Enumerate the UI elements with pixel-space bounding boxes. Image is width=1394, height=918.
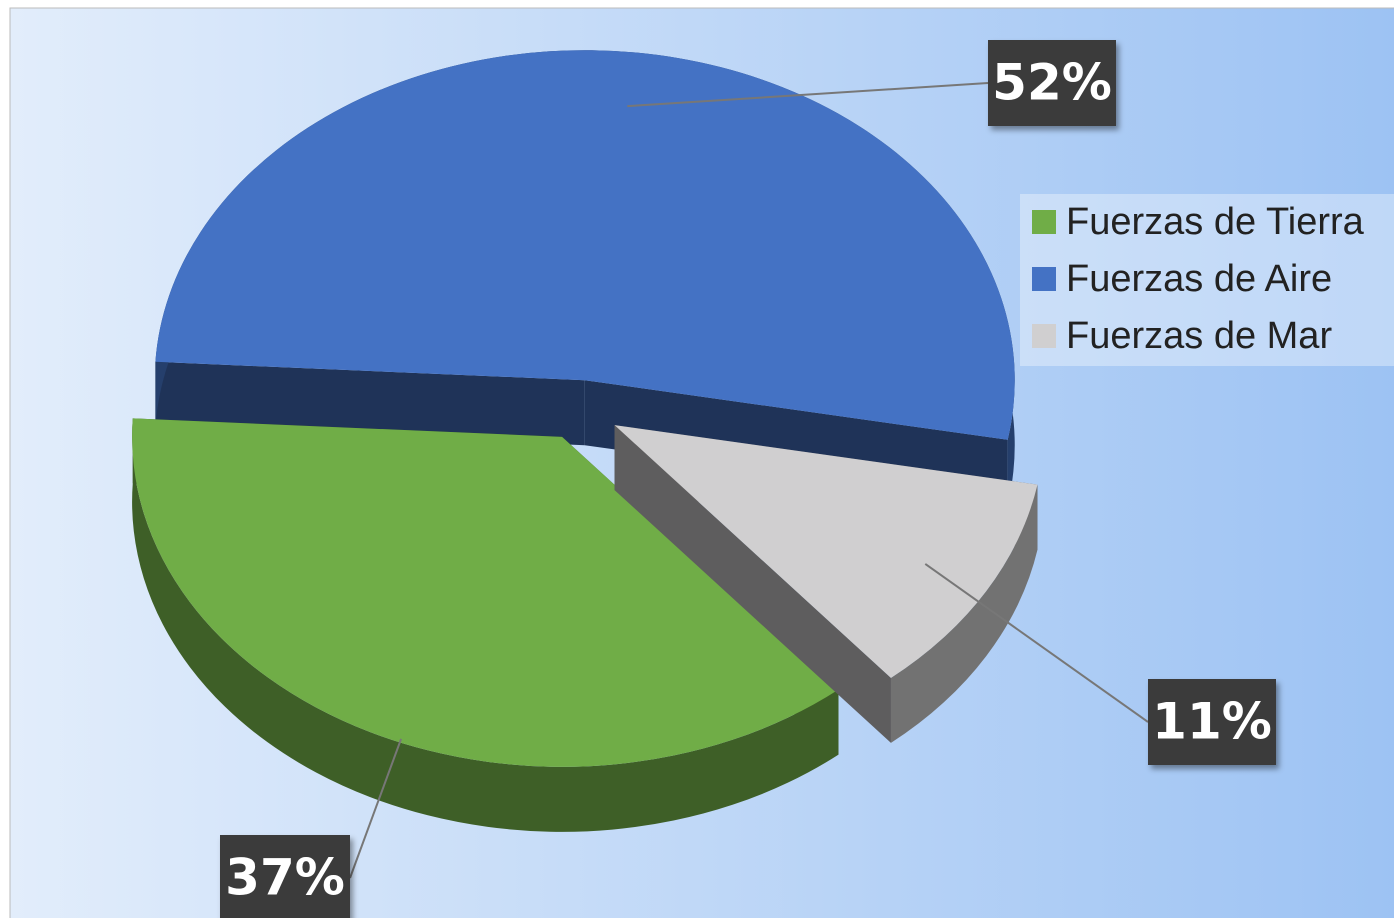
slice (132, 418, 839, 767)
legend-swatch (1032, 324, 1056, 348)
data-label-box (988, 40, 1116, 126)
slice (155, 50, 1015, 440)
legend-label: Fuerzas de Tierra (1066, 201, 1365, 243)
legend: Fuerzas de Tierra Fuerzas de Aire Fuerzas … (1020, 194, 1394, 366)
leader-line (924, 563, 1149, 723)
slice (614, 425, 1038, 678)
leader-line (627, 82, 989, 108)
slice (132, 418, 839, 832)
legend-background (1020, 194, 1394, 366)
data-labels: 37% 52% 11% (220, 40, 1276, 918)
data-label-box (1148, 679, 1276, 765)
data-label-box (220, 835, 350, 918)
pie (132, 50, 1038, 832)
data-label: 52% (992, 54, 1112, 112)
legend-swatch (1032, 210, 1056, 234)
data-label: 11% (1152, 693, 1272, 751)
leader-line (349, 738, 403, 879)
slice-side (614, 425, 891, 743)
legend-label: Fuerzas de Mar (1066, 315, 1332, 357)
data-label: 37% (225, 849, 345, 907)
slice-wall (132, 418, 839, 832)
legend-label: Fuerzas de Aire (1066, 258, 1332, 300)
slice (614, 425, 1038, 743)
legend-swatch (1032, 267, 1056, 291)
slice-wall (890, 484, 1038, 743)
